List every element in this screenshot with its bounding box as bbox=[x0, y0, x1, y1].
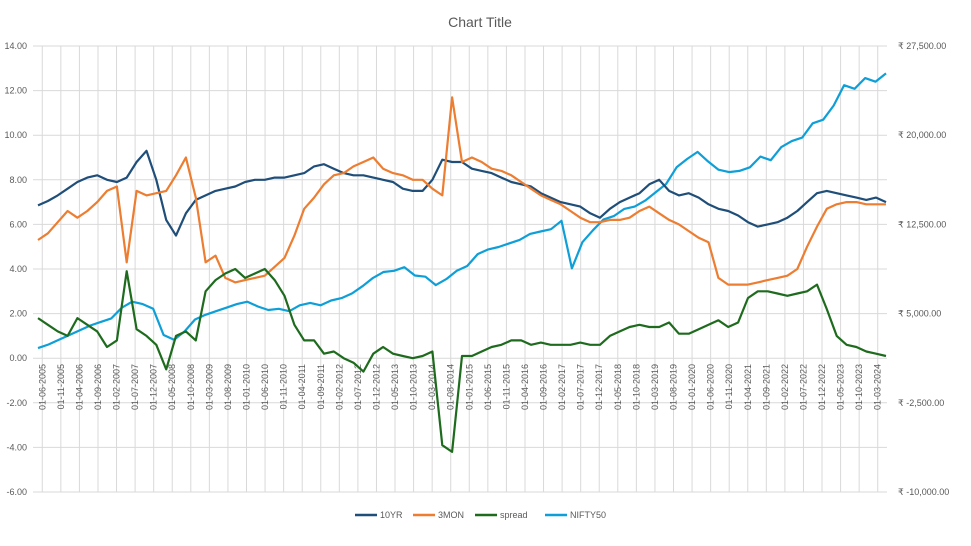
series-line-spread bbox=[37, 267, 887, 453]
x-tick-label: 01-12-2007 bbox=[149, 364, 159, 410]
x-tick-label: 01-03-2019 bbox=[650, 364, 660, 410]
y-right-tick-label: ₹ 12,500.00 bbox=[898, 219, 946, 229]
x-tick-label: 01-01-2015 bbox=[464, 364, 474, 410]
x-tick-label: 01-08-2009 bbox=[223, 364, 233, 410]
left-axis: 14.00 12.00 10.00 8.00 6.00 4.00 2.00 0.00 -2.00… bbox=[4, 41, 27, 497]
grid bbox=[33, 45, 887, 493]
x-tick-label: 01-11-2005 bbox=[56, 364, 66, 409]
x-tick-label: 01-10-2013 bbox=[409, 364, 419, 410]
x-tick-label: 01-06-2015 bbox=[483, 364, 493, 410]
x-tick-label: 01-03-2014 bbox=[427, 364, 437, 410]
series-line-nifty50 bbox=[37, 72, 887, 350]
x-tick-label: 01-07-2017 bbox=[576, 364, 586, 410]
x-tick-label: 01-07-2022 bbox=[798, 364, 808, 410]
x-tick-label: 01-05-2023 bbox=[836, 364, 846, 410]
x-tick-label: 01-12-2017 bbox=[594, 364, 604, 410]
y-left-tick-label: 12.00 bbox=[4, 86, 27, 96]
x-tick-label: 01-01-2020 bbox=[687, 364, 697, 410]
x-tick-label: 01-10-2008 bbox=[186, 364, 196, 410]
x-tick-label: 01-03-2024 bbox=[873, 364, 883, 410]
x-tick-label: 01-08-2014 bbox=[446, 364, 456, 410]
x-tick-label: 01-09-2006 bbox=[93, 364, 103, 410]
x-tick-label: 01-06-2010 bbox=[260, 364, 270, 410]
x-tick-label: 01-02-2012 bbox=[334, 364, 344, 410]
y-left-tick-label: -2.00 bbox=[6, 398, 27, 408]
right-axis: ₹ 27,500.00 ₹ 20,000.00 ₹ 12,500.00 ₹ 5,000… bbox=[898, 41, 949, 497]
x-tick-label: 01-06-2020 bbox=[706, 364, 716, 410]
x-tick-label: 01-05-2008 bbox=[167, 364, 177, 410]
x-tick-label: 01-02-2007 bbox=[112, 364, 122, 410]
x-tick-label: 01-09-2011 bbox=[316, 364, 326, 409]
y-left-tick-label: 14.00 bbox=[4, 41, 27, 51]
x-tick-label: 01-12-2022 bbox=[817, 364, 827, 410]
y-left-tick-label: -6.00 bbox=[6, 487, 27, 497]
x-tick-label: 01-03-2009 bbox=[204, 364, 214, 410]
x-tick-label: 01-06-2005 bbox=[37, 364, 47, 410]
y-left-tick-label: 10.00 bbox=[4, 130, 27, 140]
legend-label-spread: spread bbox=[500, 510, 528, 520]
x-tick-label: 01-11-2015 bbox=[501, 364, 511, 409]
x-tick-label: 01-05-2018 bbox=[613, 364, 623, 410]
x-tick-label: 01-08-2019 bbox=[669, 364, 679, 410]
x-axis: 01-06-2005 01-11-2005 01-04-2006 01-09-2006… bbox=[37, 364, 882, 410]
x-tick-label: 01-01-2010 bbox=[242, 364, 252, 410]
x-tick-label: 01-05-2013 bbox=[390, 364, 400, 410]
series-line-10yr bbox=[37, 149, 887, 237]
x-tick-label: 01-11-2020 bbox=[724, 364, 734, 409]
x-tick-label: 01-12-2012 bbox=[371, 364, 381, 410]
y-right-tick-label: ₹ -2,500.00 bbox=[898, 398, 944, 408]
x-tick-label: 01-04-2006 bbox=[74, 364, 84, 410]
x-tick-label: 01-11-2010 bbox=[279, 364, 289, 409]
x-tick-label: 01-02-2017 bbox=[557, 364, 567, 410]
legend-label-3mon: 3MON bbox=[438, 510, 464, 520]
x-tick-label: 01-04-2011 bbox=[297, 364, 307, 409]
x-tick-label: 01-04-2021 bbox=[743, 364, 753, 410]
x-tick-label: 01-09-2021 bbox=[761, 364, 771, 410]
x-tick-label: 01-07-2007 bbox=[130, 364, 140, 410]
chart-title: Chart Title bbox=[448, 14, 512, 30]
x-tick-label: 01-10-2018 bbox=[631, 364, 641, 410]
legend-label-10yr: 10YR bbox=[380, 510, 403, 520]
x-tick-label: 01-07-2012 bbox=[353, 364, 363, 410]
y-left-tick-label: 4.00 bbox=[9, 264, 27, 274]
y-left-tick-label: 8.00 bbox=[9, 175, 27, 185]
y-right-tick-label: ₹ 5,000.00 bbox=[898, 309, 941, 319]
legend-label-nifty50: NIFTY50 bbox=[570, 510, 606, 520]
x-tick-label: 01-09-2016 bbox=[539, 364, 549, 410]
y-right-tick-label: ₹ 20,000.00 bbox=[898, 130, 946, 140]
y-left-tick-label: 2.00 bbox=[9, 309, 27, 319]
y-right-tick-label: ₹ 27,500.00 bbox=[898, 41, 946, 51]
x-tick-label: 01-02-2022 bbox=[780, 364, 790, 410]
x-tick-label: 01-04-2016 bbox=[520, 364, 530, 410]
plot-lines bbox=[37, 72, 887, 453]
y-right-tick-label: ₹ -10,000.00 bbox=[898, 487, 949, 497]
y-left-tick-label: -4.00 bbox=[6, 442, 27, 452]
series-line-3mon bbox=[37, 96, 886, 286]
y-left-tick-label: 6.00 bbox=[9, 219, 27, 229]
legend: 10YR 3MON spread NIFTY50 bbox=[355, 510, 606, 520]
x-tick-label: 01-10-2023 bbox=[854, 364, 864, 410]
y-left-tick-label: 0.00 bbox=[9, 353, 27, 363]
